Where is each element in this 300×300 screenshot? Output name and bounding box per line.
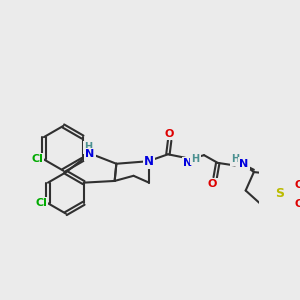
Text: N: N <box>85 149 94 159</box>
Text: H: H <box>84 142 92 152</box>
Text: Cl: Cl <box>35 198 47 208</box>
Text: O: O <box>294 199 300 209</box>
Text: N: N <box>183 158 192 168</box>
Text: N: N <box>144 155 154 168</box>
Text: S: S <box>275 188 284 200</box>
Text: H: H <box>191 154 200 164</box>
Text: O: O <box>165 129 174 139</box>
Text: O: O <box>294 180 300 190</box>
Text: H: H <box>231 154 239 164</box>
Text: Cl: Cl <box>31 154 43 164</box>
Text: N: N <box>239 159 248 169</box>
Text: O: O <box>208 179 217 189</box>
